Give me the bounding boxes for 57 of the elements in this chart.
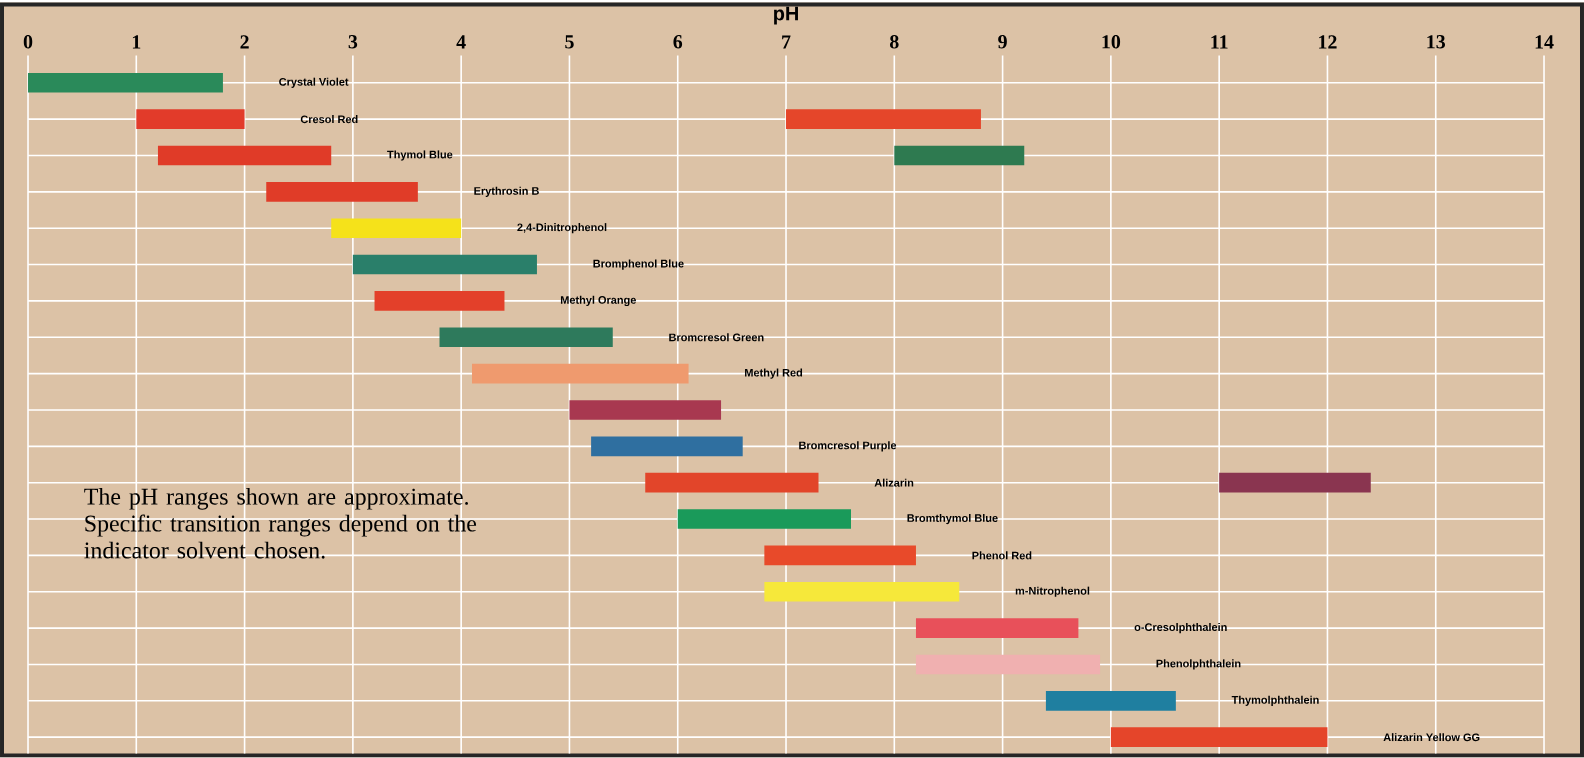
y-tick-label: Phenolphthalein: [1156, 659, 1241, 670]
bar: [1110, 727, 1328, 748]
bar: [786, 109, 981, 130]
bar: [764, 582, 960, 602]
x-tick-label: 0: [23, 35, 33, 49]
bar: [439, 327, 613, 348]
bar: [471, 364, 689, 384]
y-tick-label: Alizarin: [874, 478, 914, 487]
y-tick-label: Methyl Orange: [560, 296, 636, 307]
y-tick-label: Bromcresol Green: [669, 333, 764, 342]
x-tick-label: 9: [998, 35, 1007, 49]
y-tick-label: Bromphenol Blue: [593, 259, 684, 270]
annotation: The pH ranges shown are approximate. Specific transition ranges depend on the indicator solvent chosen.: [84, 488, 477, 559]
bar: [677, 509, 851, 530]
x-axis-title: pH: [774, 6, 798, 25]
x-tick-label: 2: [240, 35, 249, 49]
bar: [1045, 691, 1176, 711]
y-tick-label: Thymolphthalein: [1231, 695, 1319, 707]
x-tick-label: 10: [1102, 35, 1121, 49]
x-tick-label: 13: [1427, 35, 1446, 49]
y-tick-label: o-Cresolphthalein: [1134, 623, 1227, 634]
y-tick-label: Thymol Blue: [387, 150, 453, 161]
bar: [136, 109, 245, 130]
x-tick-label: 12: [1319, 35, 1337, 49]
bar: [352, 254, 537, 275]
y-tick-label: Cresol Red: [300, 115, 358, 124]
bar: [645, 473, 819, 493]
bar: [157, 145, 332, 166]
x-tick-label: 8: [889, 35, 899, 49]
bar: [1219, 473, 1371, 493]
x-tick-label: 11: [1211, 35, 1228, 49]
y-tick-label: m-Nitrophenol: [1015, 586, 1090, 598]
bar: [374, 291, 505, 311]
y-tick-label: Crystal Violet: [279, 77, 349, 89]
y-tick-label: Bromthymol Blue: [907, 514, 998, 525]
y-tick-label: Methyl Red: [745, 368, 803, 379]
x-tick-label: 14: [1535, 35, 1554, 49]
y-tick-label: 2,4-Dinitrophenol: [517, 223, 607, 234]
y-tick-label: Alizarin Yellow GG: [1383, 733, 1480, 742]
x-tick-label: 4: [456, 35, 466, 49]
y-tick-label: Phenol Red: [972, 551, 1032, 560]
bar: [591, 436, 743, 457]
bar: [331, 218, 462, 239]
y-tick-label: Erythrosin B: [474, 186, 539, 198]
x-tick-label: 1: [132, 35, 141, 49]
bar: [569, 400, 722, 421]
bar: [915, 618, 1079, 639]
x-tick-label: 5: [565, 35, 574, 49]
bar: [764, 545, 916, 566]
x-tick-label: 3: [348, 35, 358, 49]
bar: [28, 73, 223, 93]
bar: [915, 654, 1101, 675]
x-tick-label: 6: [673, 35, 683, 49]
bar: [266, 182, 418, 202]
y-tick-label: Bromcresol Purple: [799, 441, 897, 452]
x-tick-label: 7: [782, 35, 791, 49]
bar: [894, 145, 1025, 166]
